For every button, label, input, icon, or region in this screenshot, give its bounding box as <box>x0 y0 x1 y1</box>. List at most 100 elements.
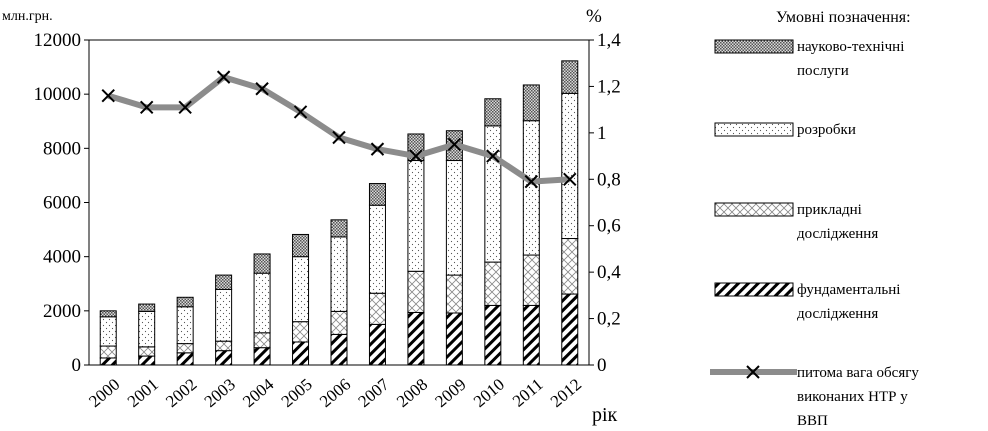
bar-fund-2009 <box>445 312 463 366</box>
bars <box>99 60 579 366</box>
bar-rozrob-2009 <box>445 160 463 276</box>
bar-rozrob-2007 <box>368 204 386 294</box>
legend: Умовні позначення: науково-технічні посл… <box>710 9 919 429</box>
bar-fund-2002 <box>176 352 194 366</box>
y-tick-label: 2000 <box>43 301 81 322</box>
line-point-2006 <box>332 130 346 145</box>
y2-axis: 0 0,2 0,4 0,6 0,8 1 1,2 1,4 <box>589 30 621 376</box>
legend-label-line-3: ВВП <box>797 413 828 429</box>
bar-prykl-2002 <box>176 343 194 354</box>
bar-nauk-2000 <box>99 310 117 318</box>
legend-label-line-1: питома вага обсягу <box>797 365 919 381</box>
legend-label-line-2: виконаних НТР у <box>797 389 908 405</box>
bar-fund-2001 <box>138 355 156 366</box>
y2-tick-label: 1 <box>597 123 607 144</box>
y2-axis-unit-label: % <box>586 6 602 27</box>
x-tick-label: 2000 <box>85 375 123 411</box>
bar-rozrob-2004 <box>253 272 271 334</box>
y2-tick-label: 0,2 <box>597 309 621 330</box>
line-point-2008 <box>409 149 423 163</box>
x-axis: 2000 2001 2002 2003 2004 2005 2006 2007 2008 2009… <box>85 374 585 411</box>
bar-nauk-2004 <box>253 253 271 274</box>
bar-prykl-2005 <box>292 321 310 343</box>
legend-label-nauk-2: послуги <box>797 63 849 79</box>
legend-label-prykl-2: дослідження <box>797 226 878 242</box>
y2-tick-label: 0,4 <box>597 262 621 283</box>
line-point-2004 <box>255 82 269 96</box>
x-tick-label: 2009 <box>431 375 469 411</box>
bar-fund-2000 <box>99 357 117 366</box>
y2-tick-label: 1,4 <box>597 30 621 51</box>
legend-label-nauk-1: науково-технічні <box>797 39 904 55</box>
y-tick-label: 10000 <box>34 84 82 105</box>
bar-fund-2004 <box>253 347 271 366</box>
y2-tick-label: 1,2 <box>597 76 621 97</box>
legend-label-prykl-1: прикладні <box>797 202 862 218</box>
bar-nauk-2001 <box>138 303 156 312</box>
bar-fund-2003 <box>215 350 233 366</box>
line-point-2001 <box>139 100 154 115</box>
line-point-2011 <box>524 174 539 189</box>
legend-swatch-rozrob <box>714 122 794 137</box>
bar-nauk-2006 <box>330 219 348 238</box>
bar-prykl-2009 <box>445 274 463 314</box>
bar-prykl-2008 <box>407 270 425 313</box>
bar-rozrob-2003 <box>215 288 233 342</box>
x-tick-label: 2006 <box>316 375 354 411</box>
bar-nauk-2002 <box>176 296 194 308</box>
bar-rozrob-2002 <box>176 306 194 345</box>
bar-prykl-2007 <box>368 292 386 325</box>
x-tick-label: 2010 <box>470 375 508 411</box>
y-tick-label: 0 <box>72 355 82 376</box>
bar-fund-2008 <box>407 311 425 366</box>
bar-prykl-2004 <box>253 332 271 349</box>
y2-tick-label: 0,6 <box>597 216 621 237</box>
line-layer <box>101 70 577 189</box>
x-tick-label: 2001 <box>124 375 162 411</box>
x-tick-label: 2005 <box>278 375 316 411</box>
legend-label-fund-1: фундаментальні <box>797 282 900 298</box>
bar-prykl-2010 <box>484 261 502 306</box>
legend-label-rozrob: розробки <box>797 122 856 138</box>
line-point-2000 <box>101 89 115 103</box>
x-tick-label: 2003 <box>201 375 239 411</box>
y-tick-label: 6000 <box>43 193 81 214</box>
bar-fund-2005 <box>292 341 310 366</box>
bar-fund-2007 <box>368 323 386 366</box>
legend-label-fund-2: дослідження <box>797 306 878 322</box>
line-point-2012 <box>563 172 577 186</box>
bar-rozrob-2012 <box>561 92 579 240</box>
x-tick-label: 2011 <box>509 375 547 411</box>
y-tick-label: 4000 <box>43 247 81 268</box>
bar-prykl-2000 <box>99 345 117 359</box>
bar-nauk-2012 <box>561 60 579 94</box>
x-tick-label: 2004 <box>239 374 278 411</box>
legend-swatch-prykl <box>714 202 794 217</box>
bar-prykl-2001 <box>138 346 156 357</box>
y2-tick-label: 0,8 <box>597 169 621 190</box>
x-tick-label: 2008 <box>393 375 431 411</box>
bar-nauk-2005 <box>292 233 310 258</box>
legend-swatch-nauk <box>714 39 794 54</box>
bar-rozrob-2001 <box>138 310 156 348</box>
bar-nauk-2010 <box>484 98 502 127</box>
y-axis: 0 2000 4000 6000 8000 10000 12000 <box>34 30 89 376</box>
x-tick-label: 2007 <box>354 374 393 411</box>
bar-rozrob-2000 <box>99 316 117 347</box>
bar-nauk-2011 <box>522 84 540 122</box>
y-axis-unit-label: млн.грн. <box>2 9 53 24</box>
line-point-2003 <box>216 70 231 84</box>
line-point-2005 <box>293 105 308 119</box>
bar-prykl-2003 <box>215 340 233 352</box>
bar-fund-2010 <box>484 304 502 366</box>
line-point-2002 <box>178 100 192 115</box>
legend-title: Умовні позначення: <box>776 9 911 26</box>
bar-prykl-2006 <box>330 310 348 335</box>
legend-swatch-fund <box>714 282 794 297</box>
bar-prykl-2012 <box>561 238 579 295</box>
bar-nauk-2003 <box>215 274 233 290</box>
x-tick-label: 2012 <box>547 375 585 411</box>
y-tick-label: 8000 <box>43 138 81 159</box>
bar-rozrob-2006 <box>330 236 348 312</box>
